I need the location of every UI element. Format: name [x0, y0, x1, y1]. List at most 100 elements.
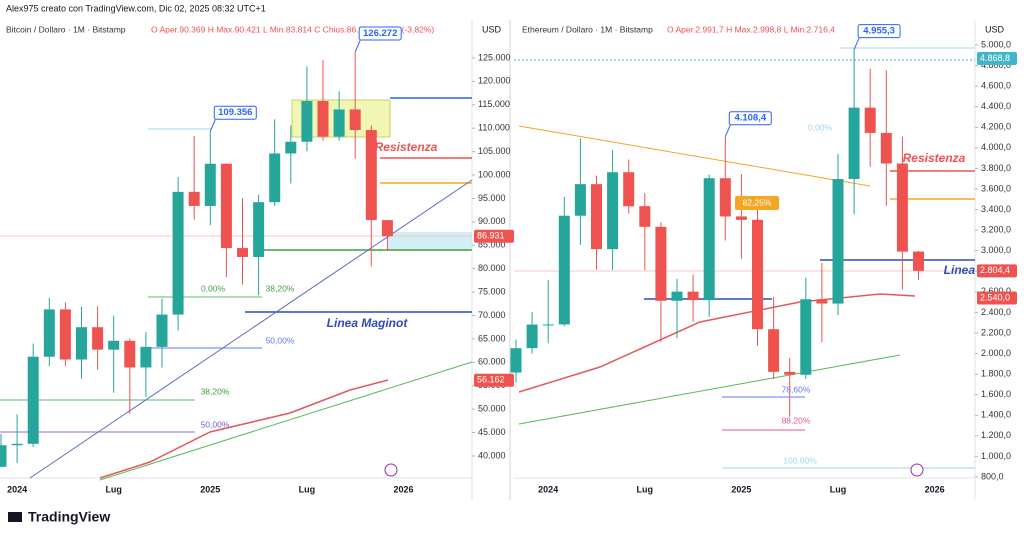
chart-title: Ethereum / Dollaro · 1M · Bitstamp	[522, 24, 653, 34]
candle-body	[172, 191, 184, 315]
y-tick-label: 2.000,0	[981, 348, 1011, 358]
candle-body	[43, 309, 55, 357]
x-tick-label: Lug	[637, 484, 654, 494]
y-tick-label: 65.000	[478, 333, 506, 343]
y-tick-label: 120.000	[478, 76, 511, 86]
candle-body	[832, 179, 844, 304]
candle-body	[76, 327, 87, 360]
candle-body	[607, 172, 619, 250]
y-tick-label: 2.200,0	[981, 327, 1011, 337]
price-tag	[977, 51, 1017, 65]
price-tag-label: 56.162	[477, 375, 505, 385]
annotation: Resistenza	[375, 140, 438, 154]
moving-average	[99, 379, 389, 479]
candle-body	[880, 132, 892, 164]
annotation-badge	[735, 196, 779, 210]
price-tag	[977, 291, 1017, 305]
callout-box	[213, 105, 257, 120]
callout-box	[728, 111, 772, 126]
y-tick-label: 1.200,0	[981, 430, 1011, 440]
y-tick-label: 4.400,0	[981, 101, 1011, 111]
candle-body	[719, 178, 731, 217]
y-tick-label: 4.000,0	[981, 142, 1011, 152]
chart-legend: O Aper.90.369 H Max.90.421 L Min.83.814 …	[151, 24, 434, 34]
y-tick-label: 3.200,0	[981, 225, 1011, 235]
candle-body	[848, 107, 860, 180]
y-axis-label: USD	[482, 24, 502, 34]
annotation: 0,00%	[808, 122, 833, 132]
x-tick-label: 2025	[731, 484, 751, 494]
annotation: 88,20%	[782, 415, 811, 425]
candle-body	[317, 101, 329, 137]
annotation: 38,20%	[201, 386, 230, 396]
callout-label: 4.108,4	[734, 113, 766, 124]
logo: TradingView	[8, 509, 110, 525]
price-tag-label: 2.540,0	[980, 292, 1010, 302]
y-tick-label: 800,0	[981, 471, 1004, 481]
y-tick-label: 80.000	[478, 263, 506, 273]
y-tick-label: 75.000	[478, 286, 506, 296]
candle-body	[204, 163, 216, 206]
candle-body	[0, 445, 7, 467]
candle-body	[896, 163, 908, 252]
trend-line	[29, 179, 473, 479]
candle-body	[542, 324, 554, 326]
y-tick-label: 4.600,0	[981, 81, 1011, 91]
y-tick-label: 70.000	[478, 310, 506, 320]
candle-body	[591, 184, 602, 250]
callout-label: 109.356	[218, 107, 252, 118]
annotation: 0,00%	[201, 283, 226, 293]
candle-body	[269, 153, 281, 203]
candle-body	[301, 101, 313, 142]
y-axis-label: USD	[985, 24, 1005, 34]
x-tick-label: 2025	[200, 484, 220, 494]
y-tick-label: 45.000	[478, 427, 506, 437]
footer: TradingView	[28, 509, 110, 525]
trend-line	[518, 125, 871, 187]
event-icon	[910, 463, 924, 477]
candle-body	[381, 220, 393, 237]
candle-body	[655, 226, 667, 301]
price-tag	[977, 264, 1017, 278]
price-tag	[474, 229, 514, 243]
y-tick-label: 60.000	[478, 357, 506, 367]
candle-body	[220, 163, 232, 249]
x-tick-label: 2024	[7, 484, 27, 494]
support-band	[388, 232, 472, 250]
y-tick-label: 50.000	[478, 404, 506, 414]
candle-body	[92, 327, 104, 350]
candle-body	[237, 248, 248, 257]
annotation: 38,20%	[266, 283, 295, 293]
x-tick-label: 2026	[393, 484, 413, 494]
y-tick-label: 100.000	[478, 169, 511, 179]
candle-body	[349, 109, 361, 131]
y-tick-label: 3.000,0	[981, 245, 1011, 255]
candle-body	[768, 329, 780, 372]
moving-average	[99, 361, 473, 481]
chart-legend: O Aper.2.991,7 H Max.2.998,8 L Min.2.716…	[667, 24, 835, 34]
y-tick-label: 3.600,0	[981, 183, 1011, 193]
candle-body	[752, 219, 763, 330]
y-tick-label: 1.000,0	[981, 451, 1011, 461]
candle-body	[333, 109, 345, 137]
candle-body	[574, 184, 586, 216]
candle-body	[913, 251, 924, 271]
y-tick-label: 110.000	[478, 123, 510, 133]
y-tick-label: 90.000	[478, 216, 506, 226]
y-tick-label: 4.200,0	[981, 122, 1011, 132]
y-tick-label: 2.400,0	[981, 307, 1011, 317]
annotation: 50,00%	[266, 335, 295, 345]
y-tick-label: 1.400,0	[981, 410, 1011, 420]
y-tick-label: 5.000,0	[981, 39, 1011, 49]
candle-body	[188, 191, 200, 206]
candle-body	[526, 324, 538, 349]
candle-body	[27, 356, 39, 444]
candle-body	[671, 291, 683, 301]
chart-title: Bitcoin / Dollaro · 1M · Bitstamp	[6, 24, 126, 34]
candle-body	[623, 172, 635, 207]
callout-label: 126.272	[363, 28, 397, 39]
header: Alex975 creato con TradingView.com, Dic …	[6, 3, 266, 13]
candle-body	[558, 215, 570, 325]
